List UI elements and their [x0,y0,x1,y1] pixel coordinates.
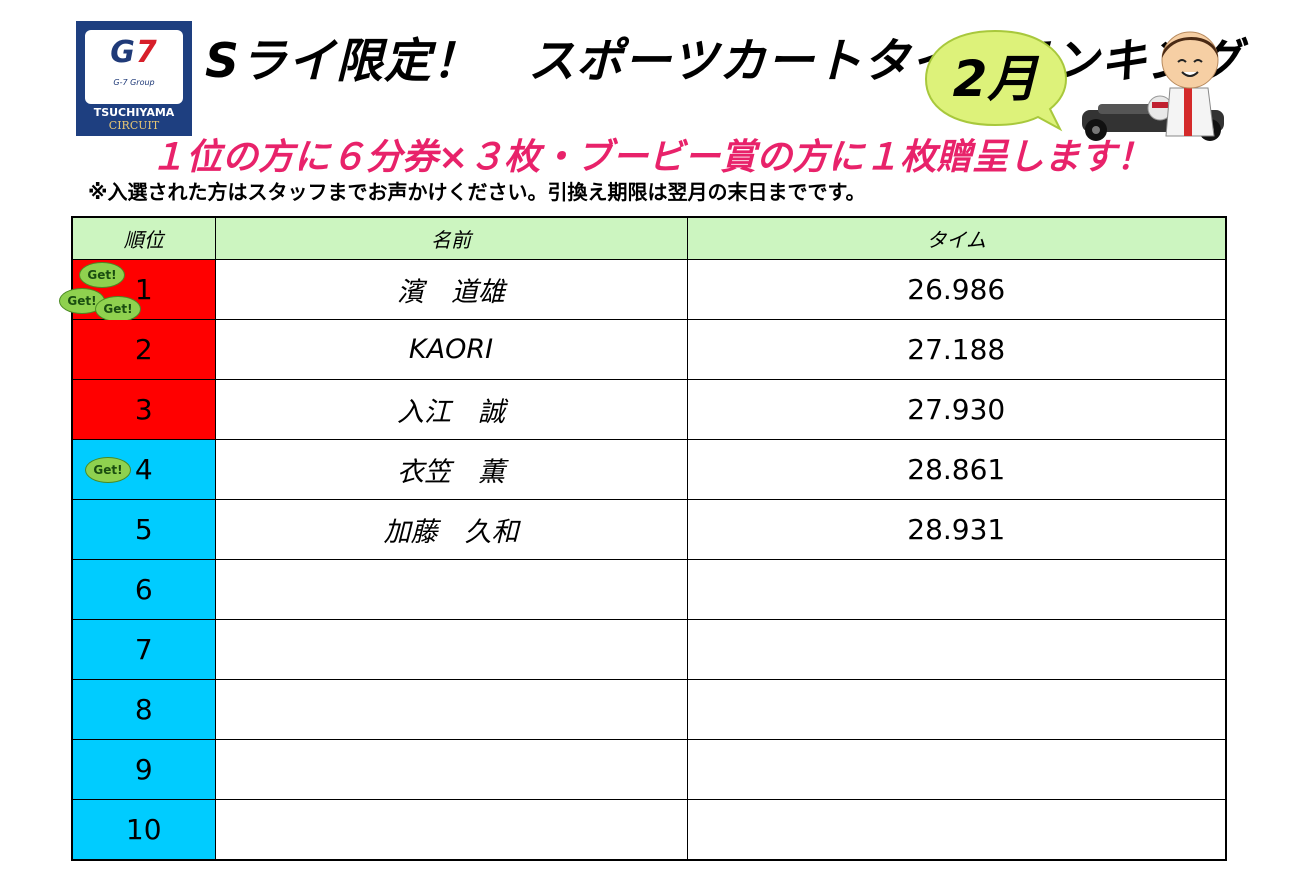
time-cell: 28.931 [686,499,1227,560]
rank-number: 6 [134,573,153,606]
rank-number: 8 [134,693,153,726]
get-badge: Get! [95,296,141,322]
month-label: 2月 [952,50,1038,108]
name-cell [214,739,688,800]
prize-announcement: １位の方に６分券×３枚・ブービー賞の方に１枚贈呈します！ [150,137,1153,178]
rank-number: 10 [125,813,162,846]
time-cell: 27.188 [686,319,1227,380]
table-row: 3 入江 誠 27.930 [71,379,1227,440]
time-cell: 27.930 [686,379,1227,440]
table-row: Get! Get! Get! 1 濱 道雄 26.986 [59,259,1227,322]
name-cell: 加藤 久和 [214,499,688,560]
table-row: Get! 4 衣笠 薫 28.861 [71,439,1227,500]
rank-cell: 5 [71,499,216,560]
time-cell [686,679,1227,740]
table-row: 10 [71,799,1227,861]
table-header-row: 順位 名前 タイム [71,216,1227,260]
table-row: 6 [71,559,1227,620]
get-badge: Get! [79,262,125,288]
header-time: タイム [686,216,1227,260]
header-rank: 順位 [71,216,216,260]
logo-emblem: G7 G-7 Group [85,30,183,104]
rank-cell: 9 [71,739,216,800]
rank-cell: Get! 4 [71,439,216,500]
rank-number: 7 [134,633,153,666]
name-cell [214,799,688,861]
get-badge: Get! [85,457,131,483]
logo-circuit-label: CIRCUIT [108,119,160,132]
name-cell [214,679,688,740]
redeem-note: ※入選された方はスタッフまでお声かけください。引換え期限は翌月の末日までです。 [88,180,866,204]
rank-number: 1 [134,273,153,306]
table-row: 7 [71,619,1227,680]
rank-number: 2 [134,333,153,366]
time-cell: 26.986 [686,259,1227,320]
logo-group-text: G-7 Group [113,78,155,87]
rank-cell: 8 [71,679,216,740]
rank-number: 3 [134,393,153,426]
rank-cell: 10 [71,799,216,861]
name-cell: KAORI [214,319,688,380]
speech-bubble-icon [924,29,1068,132]
logo-mark-g: G [110,35,136,70]
name-cell [214,619,688,680]
logo-circuit-name: TSUCHIYAMA [93,106,175,119]
rank-number: 4 [134,453,153,486]
time-cell: 28.861 [686,439,1227,500]
time-cell [686,799,1227,861]
table-row: 2 KAORI 27.188 [71,319,1227,380]
time-cell [686,739,1227,800]
name-cell: 濱 道雄 [214,259,688,320]
table-row: 5 加藤 久和 28.931 [71,499,1227,560]
time-cell [686,559,1227,620]
page-title: Sライ限定！ スポーツカートタイムランキング [205,34,1243,89]
rank-number: 5 [134,513,153,546]
name-cell: 衣笠 薫 [214,439,688,500]
rank-cell: 3 [71,379,216,440]
rank-cell: 2 [71,319,216,380]
circuit-logo: G7 G-7 Group TSUCHIYAMA CIRCUIT [76,21,192,136]
name-cell: 入江 誠 [214,379,688,440]
logo-mark: G7 [85,38,183,68]
logo-mark-7: 7 [135,35,158,70]
time-cell [686,619,1227,680]
table-row: 8 [71,679,1227,740]
rank-cell: 6 [71,559,216,620]
name-cell [214,559,688,620]
rank-cell: Get! Get! Get! 1 [59,259,216,322]
get-badge: Get! [59,288,105,314]
rank-number: 9 [134,753,153,786]
ranking-table: 順位 名前 タイム Get! Get! Get! 1 濱 道雄 26.986 2… [59,216,1227,861]
mascot-kart-icon [1082,31,1224,141]
rank-cell: 7 [71,619,216,680]
table-row: 9 [71,739,1227,800]
header-name: 名前 [214,216,688,260]
month-bubble: 2月 [922,25,1078,137]
